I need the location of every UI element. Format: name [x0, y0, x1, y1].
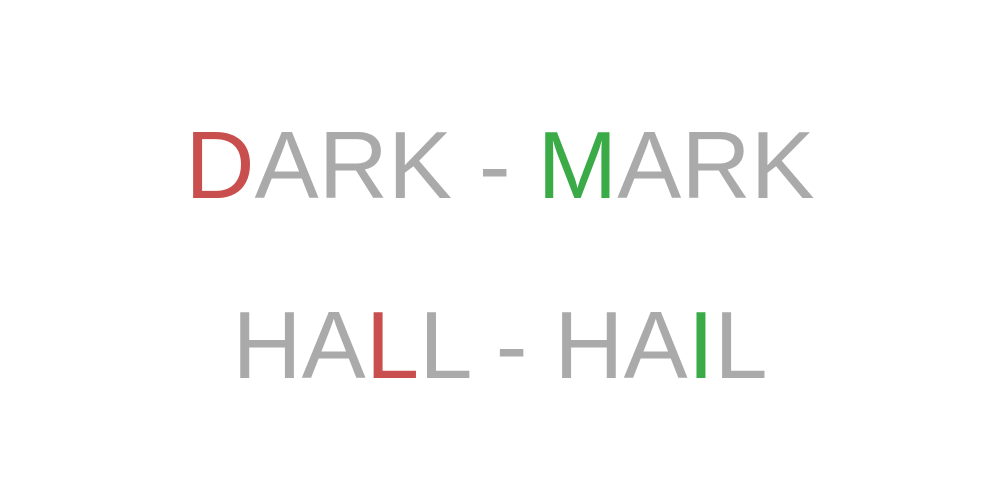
- unchanged-letters: ARK -: [254, 112, 538, 219]
- unchanged-letters: L - HA: [419, 292, 688, 399]
- changed-letter-added: M: [537, 112, 618, 219]
- unchanged-letters: L: [714, 292, 768, 399]
- word-pair-hall-hail: HALL - HAIL: [0, 298, 1000, 394]
- word-pair-dark-mark: DARK - MARK: [0, 118, 1000, 214]
- changed-letter-removed: L: [365, 292, 420, 399]
- unchanged-letters: ARK: [617, 112, 815, 219]
- changed-letter-added: I: [687, 292, 715, 399]
- changed-letter-removed: D: [185, 112, 255, 219]
- unchanged-letters: HA: [232, 292, 366, 399]
